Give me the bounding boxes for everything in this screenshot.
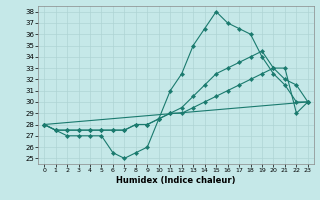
X-axis label: Humidex (Indice chaleur): Humidex (Indice chaleur) [116,176,236,185]
